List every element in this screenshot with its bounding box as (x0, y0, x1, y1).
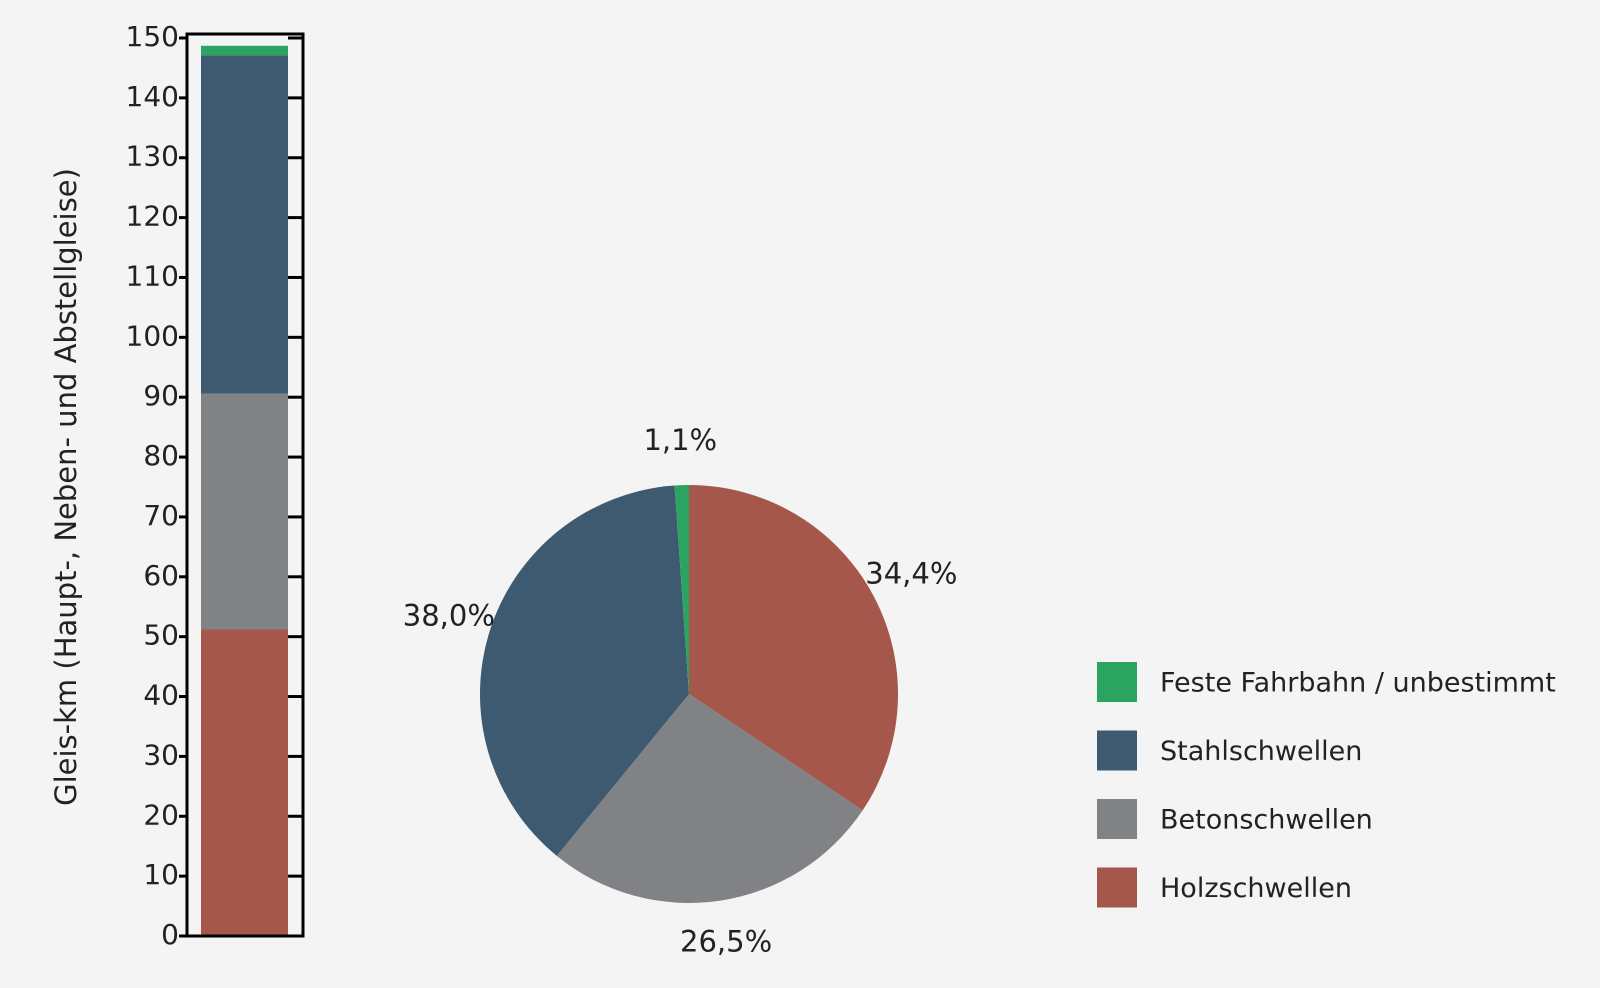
y-tick-label: 60 (143, 559, 179, 592)
y-tick-label: 90 (143, 379, 179, 412)
y-tick-label: 140 (126, 80, 179, 113)
y-tick-label: 120 (126, 200, 179, 233)
pie-slice (480, 485, 689, 856)
y-tick-label: 10 (143, 858, 179, 891)
axis-frame (185, 32, 305, 938)
bar-segment (201, 55, 288, 394)
legend-label: Holzschwellen (1160, 873, 1352, 904)
data-label: 26,5% (680, 924, 772, 958)
y-tick-label: 110 (126, 259, 179, 292)
bar-segment (201, 45, 288, 56)
pie-slice (674, 485, 689, 694)
y-tick-label: 50 (143, 619, 179, 652)
y-tick-label: 80 (143, 439, 179, 472)
y-axis-label: Gleis-km (Haupt-, Neben- und Abstellglei… (49, 168, 83, 806)
y-tick-label: 70 (143, 499, 179, 532)
bar-segment (201, 393, 288, 630)
y-tick-label: 150 (126, 20, 179, 53)
y-tick-label: 0 (161, 918, 179, 951)
data-label: 34,4% (865, 556, 957, 590)
data-label: 38,0% (403, 599, 495, 633)
y-tick-label: 30 (143, 738, 179, 771)
legend-label: Betonschwellen (1160, 805, 1373, 836)
y-tick-label: 40 (143, 679, 179, 712)
y-tick-label: 100 (126, 319, 179, 352)
legend-label: Stahlschwellen (1160, 736, 1362, 767)
pie-slice (689, 485, 898, 811)
legend-swatch (1097, 662, 1137, 702)
legend-label: Feste Fahrbahn / unbestimmt (1160, 668, 1556, 699)
y-tick-label: 130 (126, 140, 179, 173)
legend-swatch (1097, 730, 1137, 771)
data-label: 1,1% (643, 423, 717, 457)
legend-swatch (1097, 867, 1137, 908)
pie-slice (556, 694, 863, 903)
legend-swatch (1097, 799, 1137, 839)
bar-segment (201, 629, 288, 936)
y-tick-label: 20 (143, 798, 179, 831)
